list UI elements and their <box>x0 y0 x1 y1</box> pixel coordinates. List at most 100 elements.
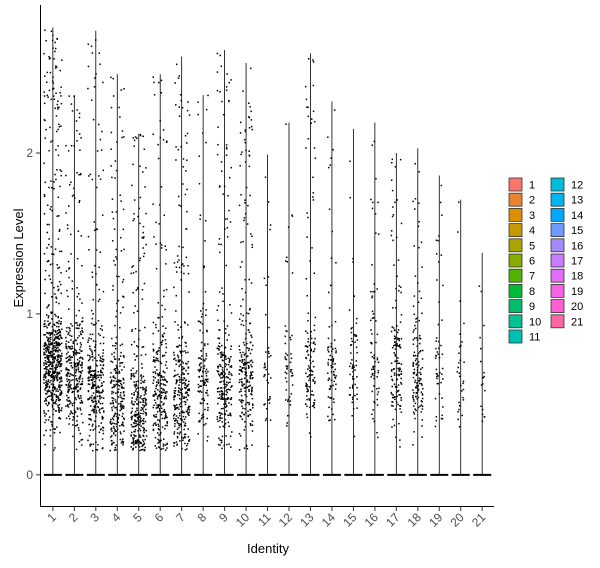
point-11 <box>266 379 268 382</box>
point-9 <box>217 345 220 347</box>
point-9 <box>230 366 233 368</box>
point-2 <box>69 356 72 359</box>
point-6 <box>162 325 164 328</box>
point-7 <box>175 159 177 161</box>
point-4 <box>118 358 120 360</box>
y-axis-title: Expression Level <box>11 208 26 307</box>
point-16 <box>371 390 373 393</box>
point-7 <box>172 414 175 417</box>
point-9 <box>223 393 226 396</box>
point-13 <box>306 390 308 393</box>
point-17 <box>390 391 392 394</box>
point-17 <box>395 287 397 290</box>
point-9 <box>219 426 221 428</box>
point-19 <box>435 340 438 342</box>
point-5 <box>137 444 140 446</box>
point-2 <box>76 407 79 409</box>
point-3 <box>100 371 102 374</box>
point-1 <box>47 390 50 393</box>
point-10 <box>249 307 251 310</box>
point-1 <box>44 181 47 184</box>
point-6 <box>155 387 157 390</box>
point-1 <box>50 246 53 248</box>
point-16 <box>370 341 372 344</box>
point-18 <box>415 409 417 412</box>
point-6 <box>159 384 161 387</box>
point-8 <box>205 372 208 375</box>
point-5 <box>137 416 140 419</box>
point-7 <box>174 406 176 409</box>
point-5 <box>131 393 133 395</box>
point-18 <box>418 337 421 339</box>
point-7 <box>184 135 187 137</box>
point-5 <box>142 429 145 432</box>
point-10 <box>240 415 242 418</box>
point-5 <box>145 408 147 411</box>
point-18 <box>417 406 420 409</box>
point-2 <box>82 421 84 424</box>
point-5 <box>139 441 142 444</box>
point-8 <box>201 375 203 378</box>
point-6 <box>160 448 163 450</box>
point-8 <box>202 384 205 386</box>
point-7 <box>173 351 175 354</box>
point-1 <box>53 334 56 336</box>
point-1 <box>53 360 56 362</box>
point-1 <box>43 252 46 255</box>
point-9 <box>219 419 221 422</box>
point-18 <box>415 395 417 398</box>
point-1 <box>47 337 49 340</box>
point-6 <box>158 349 160 352</box>
point-17 <box>396 345 398 347</box>
point-6 <box>154 361 156 363</box>
point-14 <box>327 346 330 348</box>
point-1 <box>45 398 47 401</box>
point-1 <box>58 403 61 406</box>
point-2 <box>80 343 83 346</box>
point-1 <box>44 320 46 322</box>
point-4 <box>114 406 116 409</box>
point-7 <box>187 272 190 275</box>
point-4 <box>114 377 117 380</box>
point-4 <box>122 425 125 427</box>
point-1 <box>51 399 53 402</box>
point-4 <box>116 258 118 260</box>
point-1 <box>47 356 49 359</box>
point-6 <box>162 383 165 385</box>
point-6 <box>158 408 161 410</box>
point-9 <box>226 339 228 341</box>
point-19 <box>436 377 438 380</box>
point-2 <box>66 356 69 359</box>
point-1 <box>44 362 47 365</box>
point-4 <box>122 391 125 394</box>
point-3 <box>88 368 91 371</box>
point-1 <box>57 351 59 353</box>
point-16 <box>372 417 374 420</box>
point-7 <box>185 392 187 394</box>
point-17 <box>400 381 402 384</box>
point-13 <box>305 345 307 347</box>
point-17 <box>400 377 402 380</box>
point-13 <box>305 330 307 332</box>
point-8 <box>199 380 202 382</box>
point-7 <box>178 426 180 429</box>
point-2 <box>78 112 81 115</box>
point-6 <box>157 442 159 444</box>
point-17 <box>392 344 395 347</box>
point-1 <box>51 347 54 350</box>
point-19 <box>436 382 439 385</box>
point-18 <box>415 392 417 394</box>
point-10 <box>251 128 254 131</box>
point-2 <box>76 391 79 393</box>
point-1 <box>57 390 59 392</box>
point-3 <box>97 123 100 126</box>
point-2 <box>79 371 82 373</box>
point-6 <box>153 414 155 416</box>
point-7 <box>187 394 189 396</box>
point-9 <box>224 347 226 349</box>
point-4 <box>119 409 121 412</box>
point-7 <box>180 344 182 347</box>
point-6 <box>157 382 160 385</box>
point-4 <box>115 380 118 383</box>
point-7 <box>183 381 185 384</box>
